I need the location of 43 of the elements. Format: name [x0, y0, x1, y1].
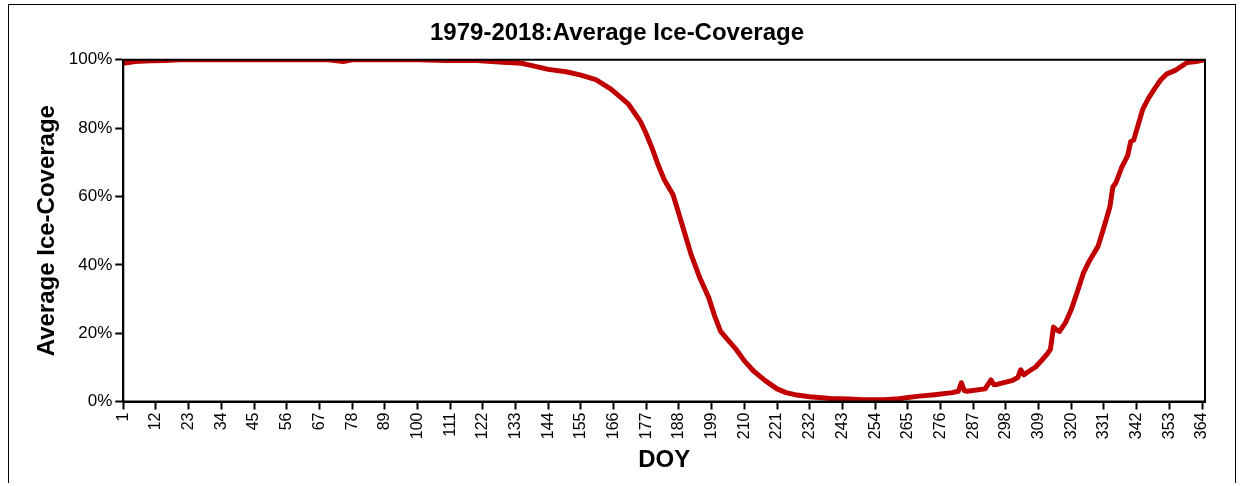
y-tick-label: 80% — [78, 117, 113, 137]
y-tick-label: 20% — [78, 322, 113, 342]
x-tick-label: 199 — [702, 412, 720, 440]
x-tick-label: 232 — [800, 412, 818, 440]
x-axis-title: DOY — [638, 445, 691, 473]
x-tick-label: 56 — [277, 412, 295, 431]
y-tick-label: 0% — [87, 391, 113, 411]
x-tick-label: 188 — [669, 412, 687, 440]
y-tick-label: 60% — [78, 186, 113, 206]
x-tick-label: 331 — [1094, 412, 1112, 440]
y-tick-label: 40% — [78, 254, 113, 274]
chart-title: 1979-2018:Average Ice-Coverage — [429, 18, 805, 46]
y-axis-title: Average Ice-Coverage — [32, 105, 60, 357]
x-tick-label: 342 — [1127, 412, 1145, 440]
x-tick-label: 221 — [767, 412, 785, 440]
x-tick-label: 89 — [375, 412, 393, 431]
x-tick-label: 298 — [996, 412, 1014, 440]
x-tick-label: 254 — [865, 412, 883, 440]
x-tick-label: 133 — [505, 412, 523, 440]
x-tick-label: 100 — [407, 412, 425, 440]
x-tick-label: 12 — [146, 412, 164, 431]
x-tick-label: 177 — [636, 412, 654, 440]
x-tick-label: 309 — [1028, 412, 1046, 440]
x-tick-label: 34 — [211, 412, 229, 431]
x-tick-label: 243 — [832, 412, 850, 440]
x-tick-label: 111 — [440, 412, 458, 437]
x-tick-label: 67 — [309, 412, 327, 431]
x-tick-label: 78 — [342, 412, 360, 431]
x-tick-label: 155 — [571, 412, 589, 440]
x-tick-label: 276 — [930, 412, 948, 440]
x-tick-label: 287 — [963, 412, 981, 440]
x-tick-label: 1 — [113, 412, 131, 422]
x-tick-label: 265 — [898, 412, 916, 440]
x-tick-label: 23 — [179, 412, 197, 431]
x-tick-label: 45 — [244, 412, 262, 431]
x-tick-label: 210 — [734, 412, 752, 440]
y-tick-label: 100% — [68, 49, 113, 69]
x-tick-label: 122 — [473, 412, 491, 440]
x-tick-label: 353 — [1159, 412, 1177, 440]
x-tick-label: 166 — [604, 412, 622, 440]
x-tick-label: 320 — [1061, 412, 1079, 440]
x-tick-label: 144 — [538, 412, 556, 440]
x-tick-label: 364 — [1192, 412, 1210, 440]
